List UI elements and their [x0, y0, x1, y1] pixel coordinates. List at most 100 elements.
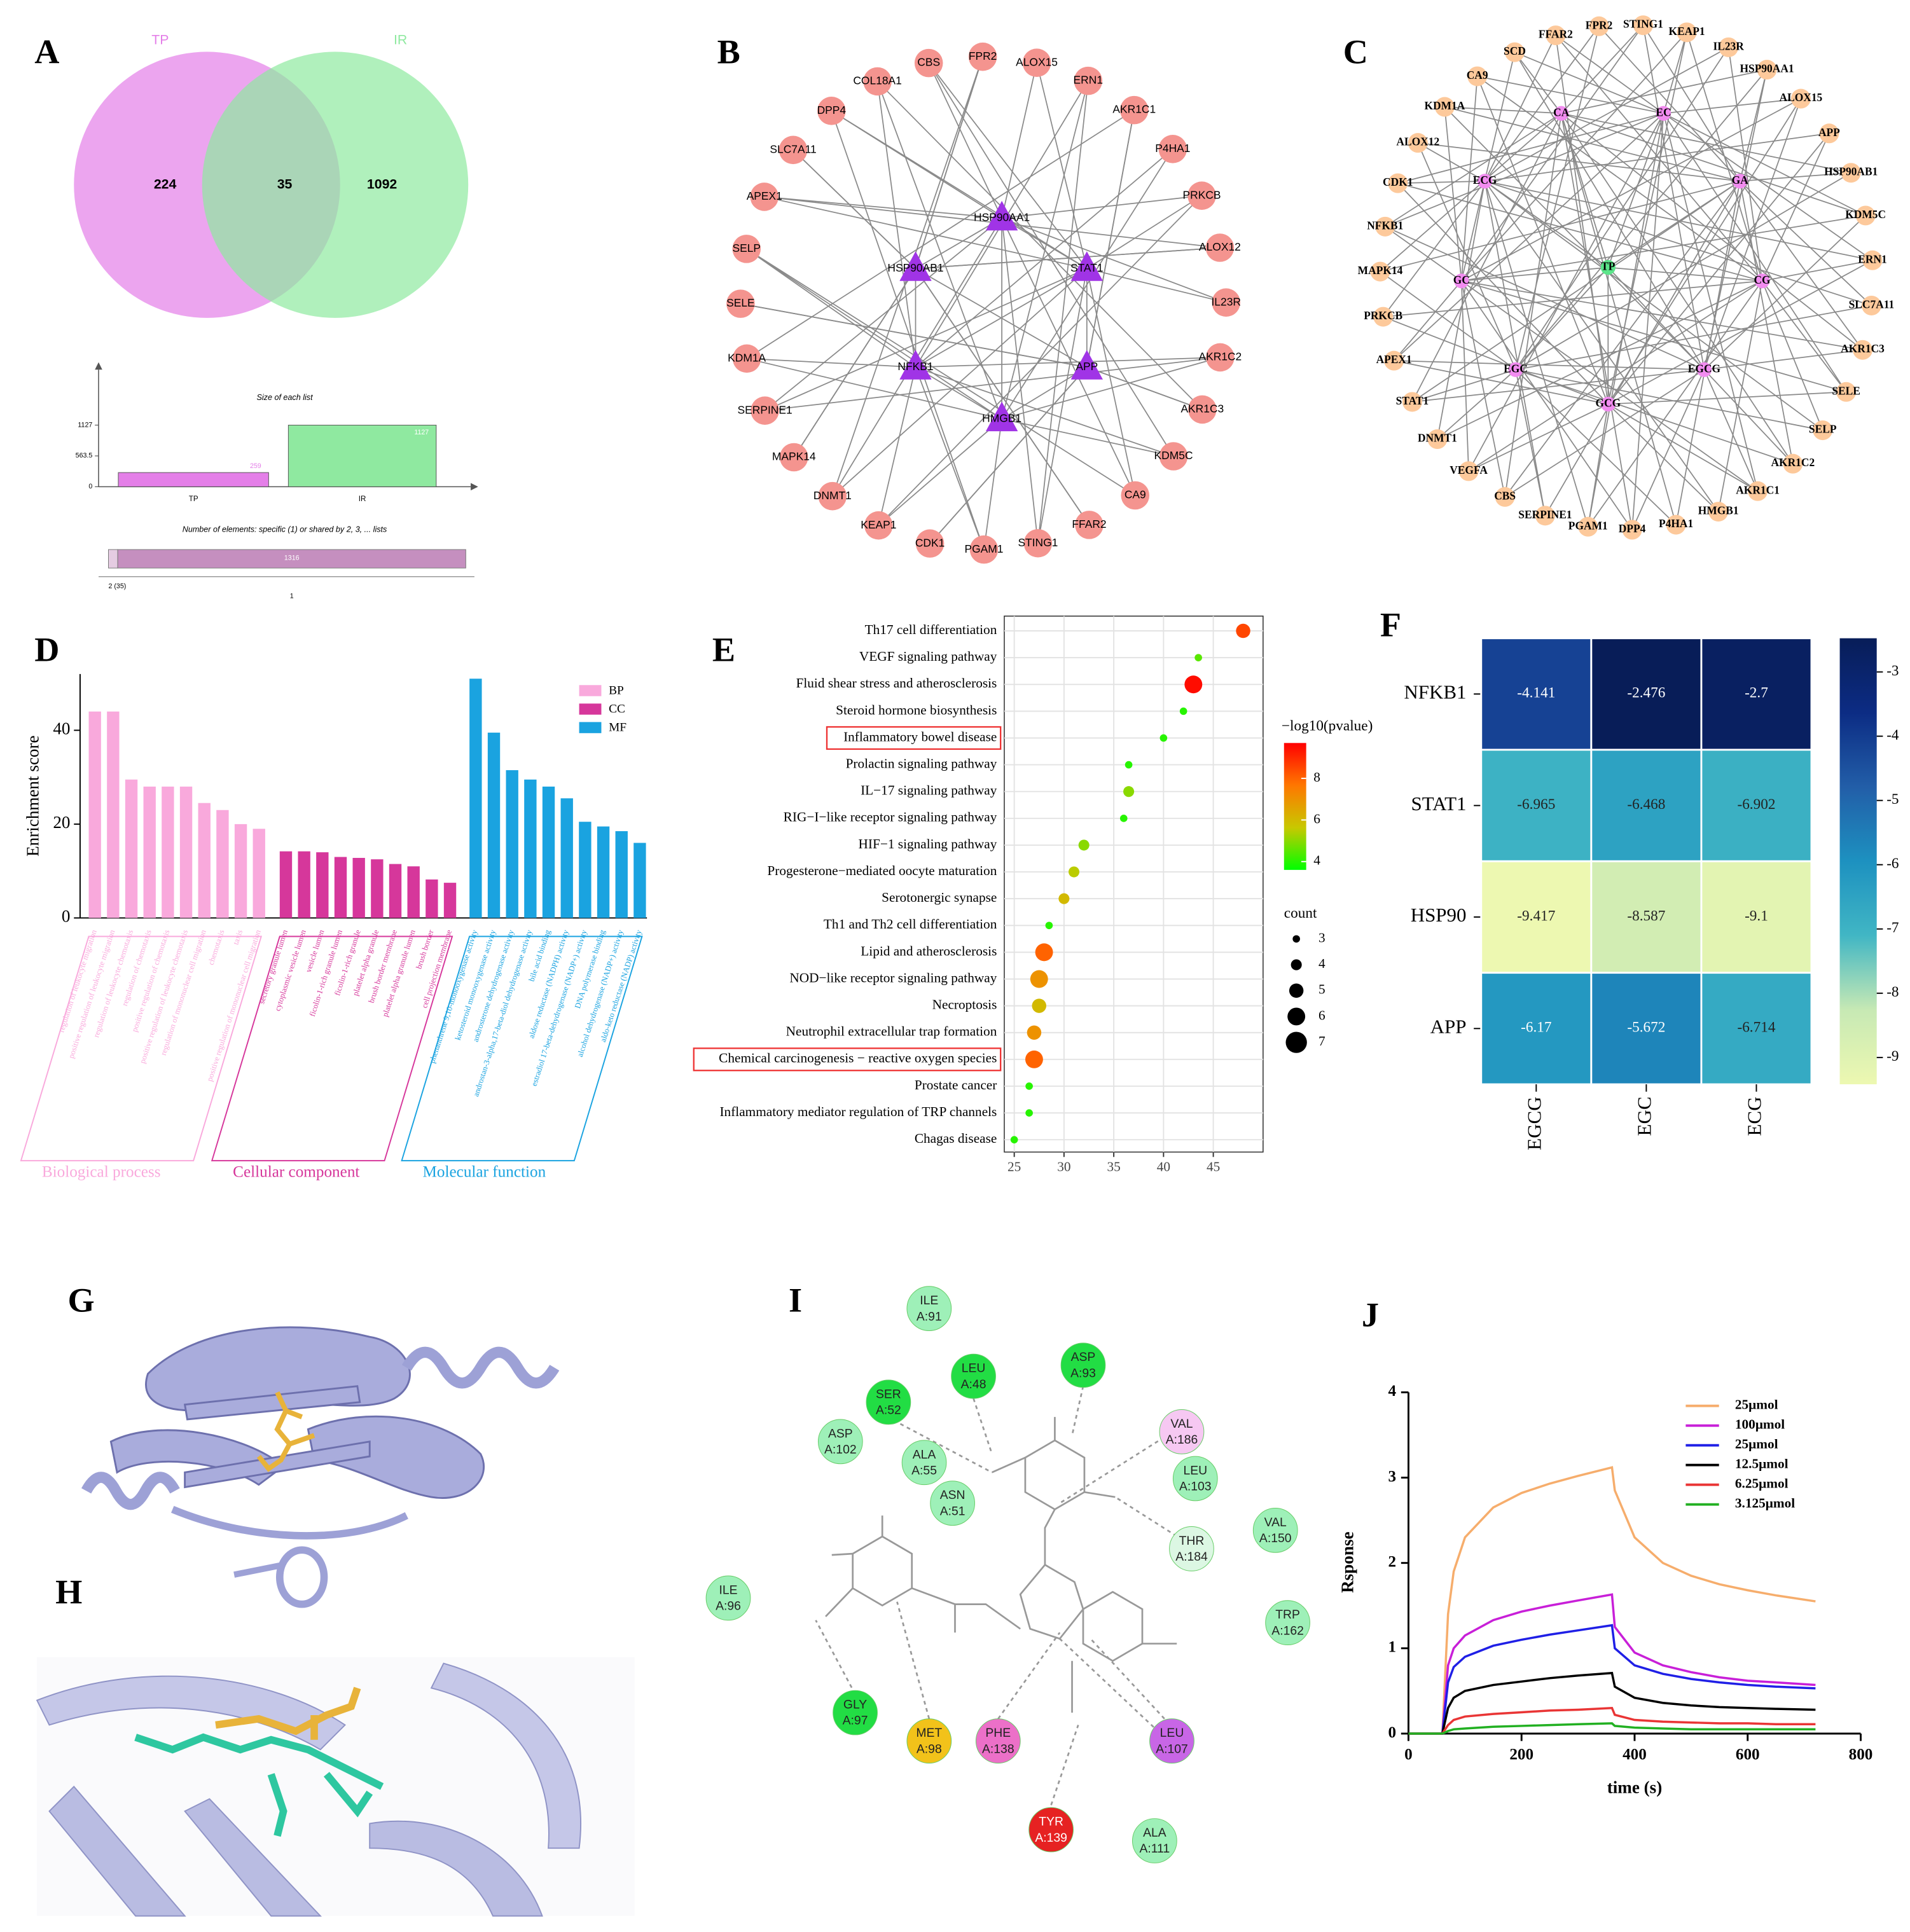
target-node [1427, 429, 1448, 450]
network-edge [1461, 98, 1801, 282]
node-label: GA [1732, 174, 1749, 186]
bar [542, 786, 555, 918]
node-label: SLC7A11 [1849, 298, 1895, 310]
network-edge [747, 357, 916, 368]
network-edge [1587, 404, 1609, 527]
colorbar [1284, 743, 1306, 870]
target-node [1467, 66, 1488, 86]
target-node [817, 97, 846, 125]
size-key [1291, 959, 1302, 970]
residue [906, 1718, 952, 1763]
network-edge [1037, 268, 1088, 544]
residue-id: A:150 [1259, 1531, 1292, 1545]
bar [179, 786, 193, 918]
cell-label: -6.965 [1517, 796, 1555, 813]
center-node [1600, 259, 1616, 275]
group-box [401, 935, 643, 1162]
node-label: NFKB1 [1367, 219, 1403, 231]
node-label: CA9 [1467, 69, 1488, 81]
network-edge [746, 357, 1002, 420]
bar [125, 779, 138, 918]
x-tick-label: 200 [1509, 1746, 1533, 1763]
residue [817, 1419, 863, 1465]
panel-label: C [1343, 33, 1368, 71]
target-node [1187, 181, 1216, 210]
category-label: Inflammatory mediator regulation of TRP … [719, 1104, 997, 1119]
category-label: Prostate cancer [915, 1077, 997, 1093]
network-edge [1476, 76, 1609, 404]
heat-cell [1590, 860, 1703, 974]
network-edge [1504, 113, 1562, 497]
network-edge [1504, 369, 1705, 498]
legend-label: CC [609, 702, 625, 715]
row-label: STAT1 [1411, 792, 1466, 815]
network-edge [1484, 181, 1589, 527]
network-edge [1393, 280, 1462, 361]
residue-id: A:96 [716, 1599, 741, 1613]
target-node [1841, 163, 1861, 183]
target-node [1677, 22, 1697, 43]
shared-bar [108, 549, 118, 569]
residue-name: MET [916, 1726, 942, 1740]
network-edge [1484, 25, 1600, 182]
row-label: APP [1430, 1015, 1467, 1037]
node-label: CDK1 [915, 536, 945, 549]
network-edge [983, 418, 1002, 550]
bubble [1119, 815, 1128, 822]
network-edge [1484, 181, 1609, 268]
node-label: ALOX15 [1016, 55, 1058, 68]
network-edge [878, 195, 1203, 526]
cell-label: -9.1 [1745, 907, 1768, 924]
node-label: ALOX12 [1199, 240, 1241, 253]
network-edge [1561, 113, 1866, 216]
bar [253, 829, 265, 918]
x-tick-label: 30 [1057, 1159, 1070, 1175]
node-label: CG [1754, 273, 1771, 286]
network-edge [1739, 69, 1768, 182]
network-edge [1560, 113, 1677, 525]
node-label: STING1 [1018, 536, 1058, 549]
colorbar-label: -6 [1886, 855, 1899, 872]
category-label: Necroptosis [932, 997, 997, 1012]
compound-node [1733, 174, 1748, 189]
network-edge [1561, 113, 1864, 350]
node-label: CDK1 [1383, 176, 1413, 188]
network-edge [1468, 113, 1664, 472]
residue [1172, 1456, 1218, 1501]
network-edge [1397, 183, 1609, 405]
response-curve [1408, 1466, 1816, 1735]
residue-name: VAL [1264, 1515, 1287, 1529]
bubble [1032, 998, 1047, 1013]
venn-count: 35 [277, 176, 293, 191]
network-edge [1484, 181, 1872, 307]
cell-label: -2.476 [1627, 685, 1665, 701]
node-label: ERN1 [1074, 74, 1103, 86]
size-label: 3 [1318, 930, 1325, 945]
node-label: APP [1076, 360, 1098, 373]
row-label: NFKB1 [1404, 680, 1466, 703]
node-label: STING1 [1623, 18, 1663, 31]
network-edge [915, 366, 1002, 420]
network-edge [1598, 25, 1741, 182]
residue-id: A:93 [1070, 1366, 1096, 1380]
network-edge [1394, 360, 1705, 371]
row-label: HSP90 [1411, 904, 1467, 926]
network-edge [1515, 369, 1677, 525]
network-edge [1460, 280, 1506, 497]
network-edge [1383, 316, 1609, 405]
size-label: 5 [1318, 982, 1325, 997]
network-edge [1001, 217, 1088, 270]
network-edge [1515, 26, 1600, 370]
node-label: PRKCB [1364, 309, 1402, 322]
residue [1252, 1507, 1298, 1553]
network-edge [1484, 181, 1546, 516]
node-label: EGCG [1688, 362, 1721, 375]
node-label: ECG [1473, 174, 1497, 186]
target-node [864, 511, 893, 540]
network-edge [915, 56, 983, 269]
bar [633, 843, 646, 918]
residue-name: ALA [1143, 1826, 1166, 1840]
network-edge [765, 217, 1002, 411]
target-node [1853, 340, 1873, 360]
network-edge [1411, 113, 1562, 403]
